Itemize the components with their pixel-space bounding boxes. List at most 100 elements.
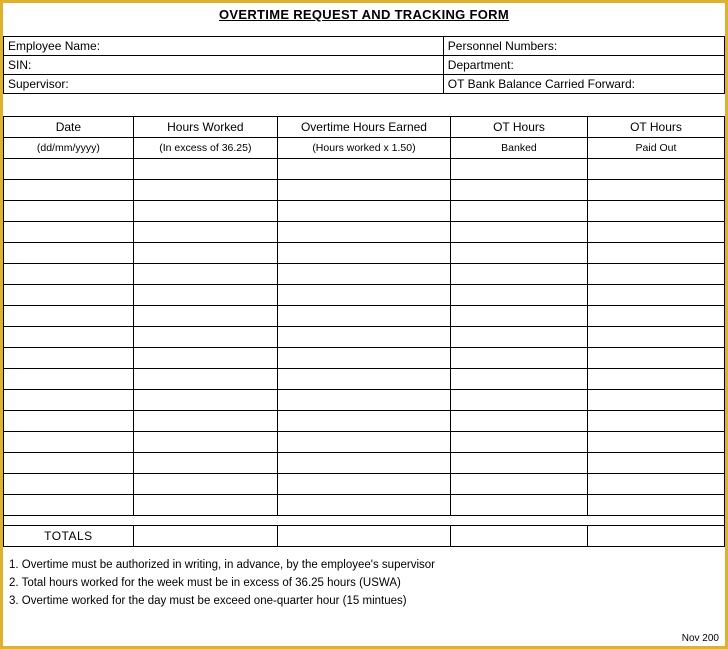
data-cell	[4, 474, 134, 495]
header-row-1: Date Hours Worked Overtime Hours Earned …	[4, 117, 725, 138]
data-cell	[133, 327, 277, 348]
data-cell	[277, 474, 450, 495]
data-cell	[4, 159, 134, 180]
data-cell	[587, 453, 724, 474]
data-cell	[4, 264, 134, 285]
data-cell	[450, 222, 587, 243]
data-row	[4, 180, 725, 201]
form-title: OVERTIME REQUEST AND TRACKING FORM	[3, 3, 725, 36]
personnel-numbers-label: Personnel Numbers:	[443, 37, 724, 56]
data-cell	[277, 306, 450, 327]
data-cell	[277, 369, 450, 390]
totals-row: TOTALS	[4, 526, 725, 547]
col-hours-worked-sub: (In excess of 36.25)	[133, 138, 277, 159]
data-row	[4, 306, 725, 327]
notes-section: 1. Overtime must be authorized in writin…	[3, 547, 725, 610]
data-cell	[4, 327, 134, 348]
data-cell	[450, 453, 587, 474]
data-cell	[587, 474, 724, 495]
data-cell	[133, 453, 277, 474]
data-cell	[450, 369, 587, 390]
data-cell	[277, 180, 450, 201]
data-row	[4, 369, 725, 390]
data-cell	[4, 348, 134, 369]
data-cell	[587, 348, 724, 369]
data-row	[4, 411, 725, 432]
data-cell	[133, 390, 277, 411]
data-cell	[277, 222, 450, 243]
data-cell	[133, 180, 277, 201]
data-cell	[133, 495, 277, 516]
data-cell	[133, 201, 277, 222]
data-cell	[133, 222, 277, 243]
data-cell	[133, 285, 277, 306]
data-cell	[277, 159, 450, 180]
data-row	[4, 285, 725, 306]
totals-ot-banked	[450, 526, 587, 547]
supervisor-label: Supervisor:	[4, 75, 444, 94]
data-cell	[450, 180, 587, 201]
data-row	[4, 264, 725, 285]
data-cell	[133, 474, 277, 495]
data-row	[4, 159, 725, 180]
col-ot-paidout-sub: Paid Out	[587, 138, 724, 159]
totals-ot-paidout	[587, 526, 724, 547]
col-date-sub: (dd/mm/yyyy)	[4, 138, 134, 159]
data-cell	[4, 453, 134, 474]
data-cell	[450, 348, 587, 369]
data-cell	[450, 285, 587, 306]
data-cell	[587, 264, 724, 285]
data-row	[4, 495, 725, 516]
data-cell	[4, 306, 134, 327]
data-row	[4, 474, 725, 495]
data-cell	[277, 432, 450, 453]
data-cell	[450, 327, 587, 348]
data-cell	[4, 390, 134, 411]
data-cell	[133, 306, 277, 327]
data-cell	[450, 432, 587, 453]
data-cell	[277, 201, 450, 222]
data-cell	[450, 201, 587, 222]
data-cell	[450, 390, 587, 411]
data-cell	[277, 327, 450, 348]
data-cell	[587, 390, 724, 411]
data-cell	[4, 222, 134, 243]
data-cell	[133, 264, 277, 285]
note-3: 3. Overtime worked for the day must be e…	[9, 593, 719, 611]
data-cell	[587, 243, 724, 264]
data-row	[4, 201, 725, 222]
data-cell	[277, 390, 450, 411]
data-cell	[133, 369, 277, 390]
col-hours-worked-header: Hours Worked	[133, 117, 277, 138]
ot-balance-label: OT Bank Balance Carried Forward:	[443, 75, 724, 94]
data-cell	[4, 201, 134, 222]
data-cell	[4, 432, 134, 453]
totals-ot-earned	[277, 526, 450, 547]
data-cell	[4, 180, 134, 201]
data-cell	[587, 432, 724, 453]
col-ot-banked-sub: Banked	[450, 138, 587, 159]
data-cell	[277, 285, 450, 306]
data-cell	[277, 411, 450, 432]
data-cell	[587, 159, 724, 180]
data-cell	[587, 369, 724, 390]
data-cell	[587, 222, 724, 243]
note-1: 1. Overtime must be authorized in writin…	[9, 557, 719, 575]
data-cell	[587, 285, 724, 306]
data-cell	[277, 243, 450, 264]
data-row	[4, 432, 725, 453]
data-cell	[450, 264, 587, 285]
data-row	[4, 348, 725, 369]
data-cell	[133, 411, 277, 432]
pre-totals-gap	[4, 516, 725, 526]
data-cell	[133, 348, 277, 369]
data-cell	[133, 159, 277, 180]
data-cell	[4, 411, 134, 432]
col-date-header: Date	[4, 117, 134, 138]
data-cell	[4, 495, 134, 516]
data-cell	[4, 369, 134, 390]
department-label: Department:	[443, 56, 724, 75]
employee-info-table: Employee Name: Personnel Numbers: SIN: D…	[3, 36, 725, 94]
overtime-data-table: Date Hours Worked Overtime Hours Earned …	[3, 116, 725, 547]
data-cell	[277, 453, 450, 474]
